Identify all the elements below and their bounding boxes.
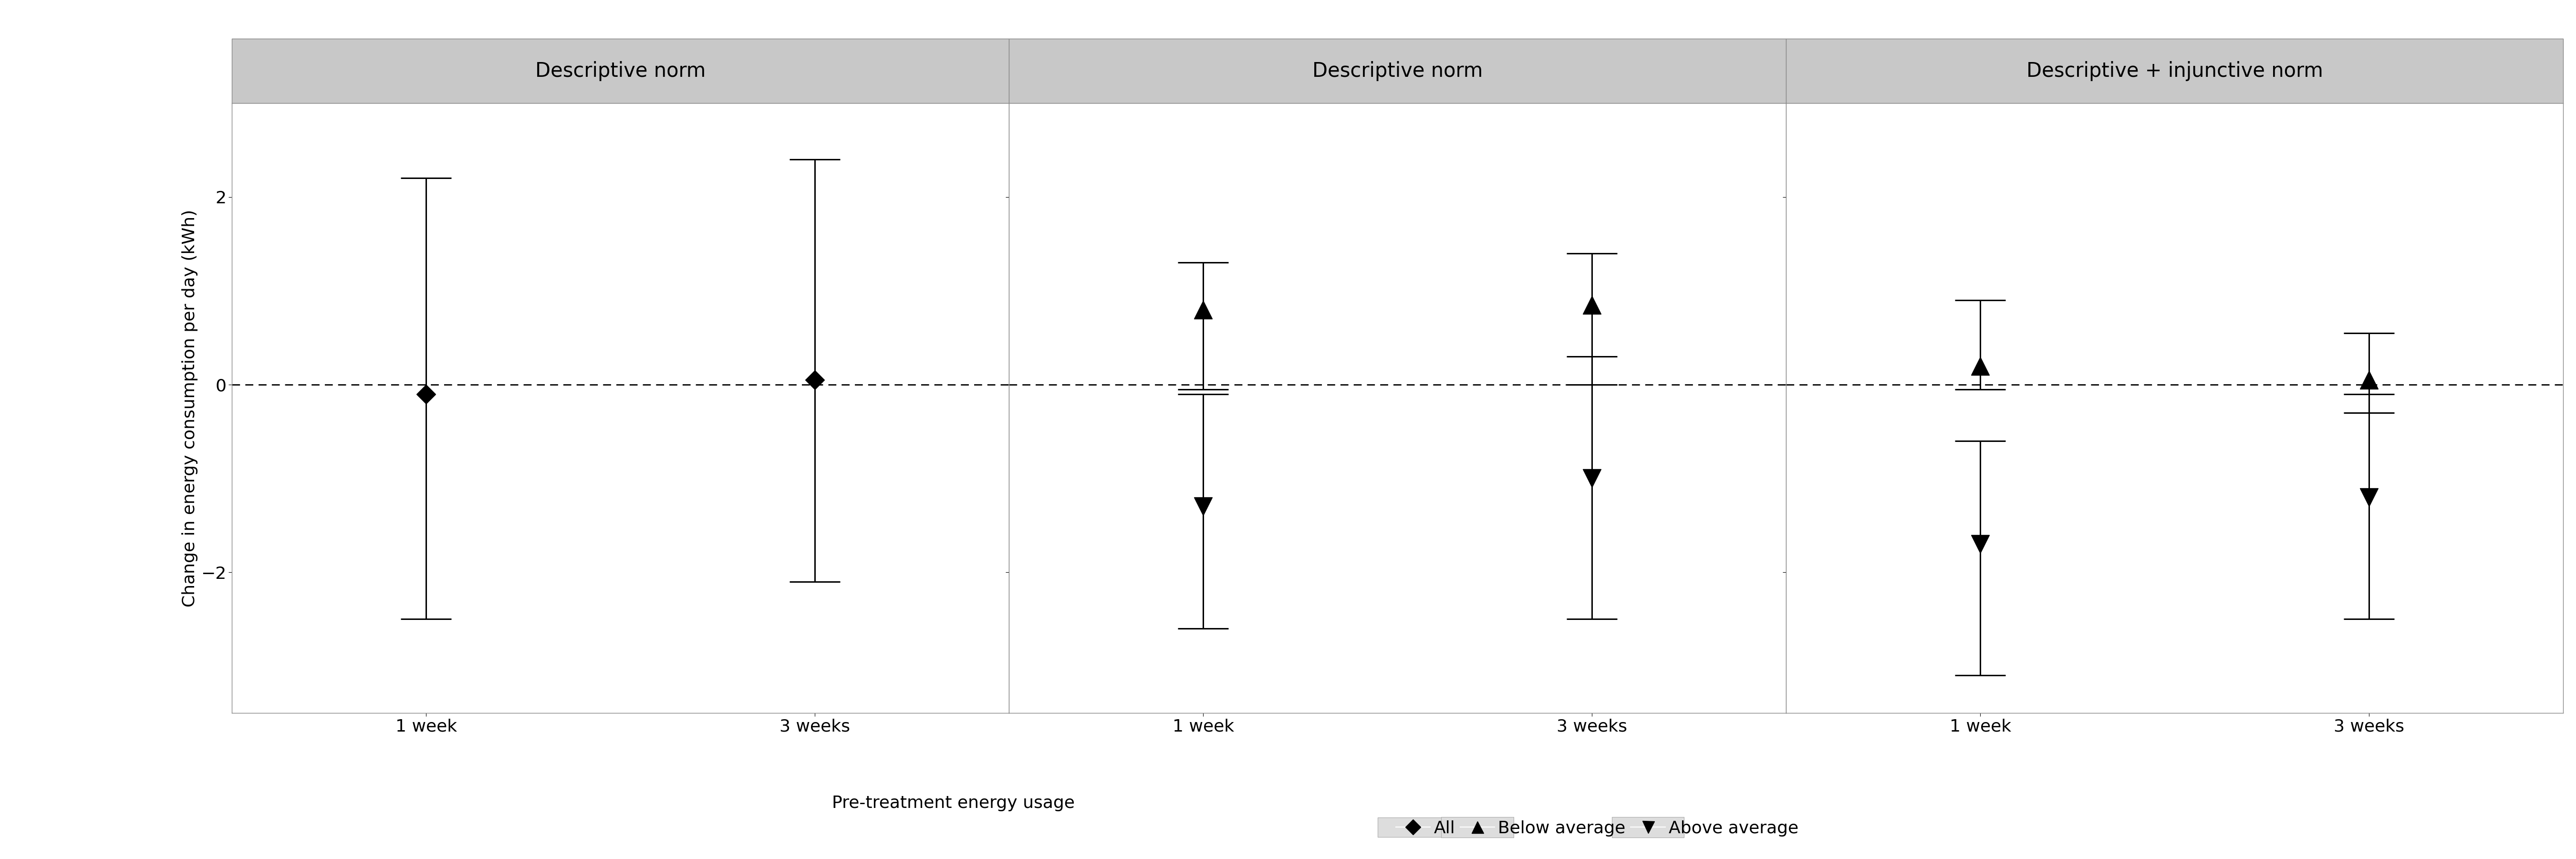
Y-axis label: Change in energy consumption per day (kWh): Change in energy consumption per day (kW… (183, 210, 198, 606)
Text: Descriptive norm: Descriptive norm (536, 61, 706, 81)
Text: Descriptive norm: Descriptive norm (1311, 61, 1484, 81)
Text: Descriptive + injunctive norm: Descriptive + injunctive norm (2027, 61, 2324, 81)
Legend: All, Below average, Above average: All, Below average, Above average (1391, 815, 1803, 842)
Text: Pre-treatment energy usage: Pre-treatment energy usage (832, 795, 1074, 811)
